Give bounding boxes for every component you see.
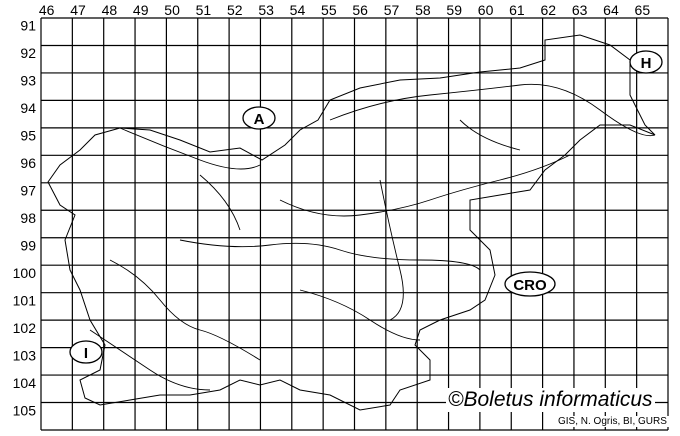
- column-label: 49: [133, 2, 149, 18]
- row-label: 105: [13, 402, 37, 418]
- row-label: 97: [20, 183, 36, 199]
- country-label-croatia: CRO: [513, 277, 547, 294]
- column-label: 57: [384, 2, 400, 18]
- column-label: 59: [446, 2, 462, 18]
- row-label: 100: [13, 265, 37, 281]
- column-label: 64: [603, 2, 619, 18]
- row-label: 93: [20, 73, 36, 89]
- column-label: 51: [196, 2, 212, 18]
- column-label: 47: [70, 2, 86, 18]
- country-markers: [69, 50, 663, 364]
- credit-text: GIS, N. Ogris, BI, GURS: [556, 416, 669, 427]
- copyright-text: ©Boletus informaticus: [446, 388, 655, 412]
- row-labels: 91 92 93 94 95 96 97 98 99 100 101 102 103 104 105: [13, 18, 37, 419]
- column-label: 54: [290, 2, 306, 18]
- country-label-italy: I: [84, 345, 88, 362]
- column-label: 53: [258, 2, 274, 18]
- column-label: 55: [321, 2, 337, 18]
- column-label: 60: [478, 2, 494, 18]
- column-label: 48: [102, 2, 118, 18]
- row-label: 91: [20, 18, 36, 34]
- rivers: [89, 83, 656, 391]
- column-label: 46: [39, 2, 55, 18]
- column-label: 56: [352, 2, 368, 18]
- column-label: 61: [509, 2, 525, 18]
- country-label-hungary: H: [641, 55, 652, 72]
- row-label: 101: [13, 292, 37, 308]
- row-label: 92: [20, 45, 36, 61]
- row-label: 102: [13, 320, 37, 336]
- row-label: 94: [20, 100, 36, 116]
- slovenia-border: [47, 34, 656, 411]
- utm-grid: [40, 17, 669, 431]
- column-label: 63: [572, 2, 588, 18]
- column-label: 65: [635, 2, 651, 18]
- row-label: 103: [13, 347, 37, 363]
- row-label: 99: [20, 237, 36, 253]
- row-label: 104: [13, 375, 37, 391]
- column-label: 50: [164, 2, 180, 18]
- row-label: 98: [20, 210, 36, 226]
- row-label: 96: [20, 155, 36, 171]
- column-labels: 46 47 48 49 50 51 52 53 54 55 56 57 58 59 60 61 62 63 64 65: [39, 2, 650, 18]
- column-label: 52: [227, 2, 243, 18]
- country-label-austria: A: [254, 111, 265, 128]
- column-label: 62: [540, 2, 556, 18]
- row-label: 95: [20, 128, 36, 144]
- column-label: 58: [415, 2, 431, 18]
